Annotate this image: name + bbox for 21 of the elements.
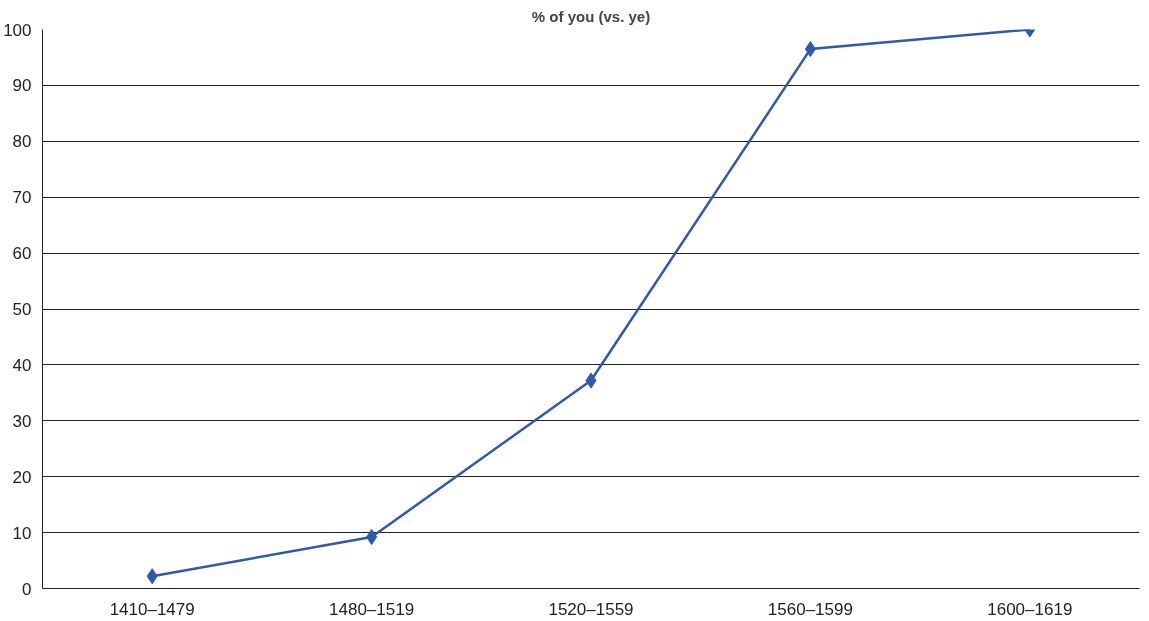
point xyxy=(585,372,597,389)
y-tick-label: 20 xyxy=(12,467,32,487)
x-tick-label: 1480–1519 xyxy=(329,599,415,619)
point xyxy=(804,41,816,58)
point xyxy=(366,529,378,546)
y-tick-label: 10 xyxy=(12,523,32,543)
x-tick-label: 1410–1479 xyxy=(109,599,195,619)
x-tick-label: 1520–1559 xyxy=(548,599,634,619)
y-tick-label: 0 xyxy=(22,579,32,599)
y-tick-label: 70 xyxy=(12,188,32,208)
y-tick-label: 50 xyxy=(12,300,32,319)
y-tick-label: 30 xyxy=(12,411,32,431)
y-tick-label: 90 xyxy=(12,76,32,96)
chart-title: % of you (vs. ye) xyxy=(531,7,651,25)
y-tick-label: 100 xyxy=(3,20,32,40)
x-tick-label: 1560–1599 xyxy=(767,599,853,619)
x-tick-label: 1600–1619 xyxy=(987,599,1073,619)
y-tick-label: 60 xyxy=(12,244,32,264)
y-tick-label: 80 xyxy=(12,132,32,152)
y-tick-label: 40 xyxy=(12,355,32,375)
point xyxy=(146,568,158,585)
